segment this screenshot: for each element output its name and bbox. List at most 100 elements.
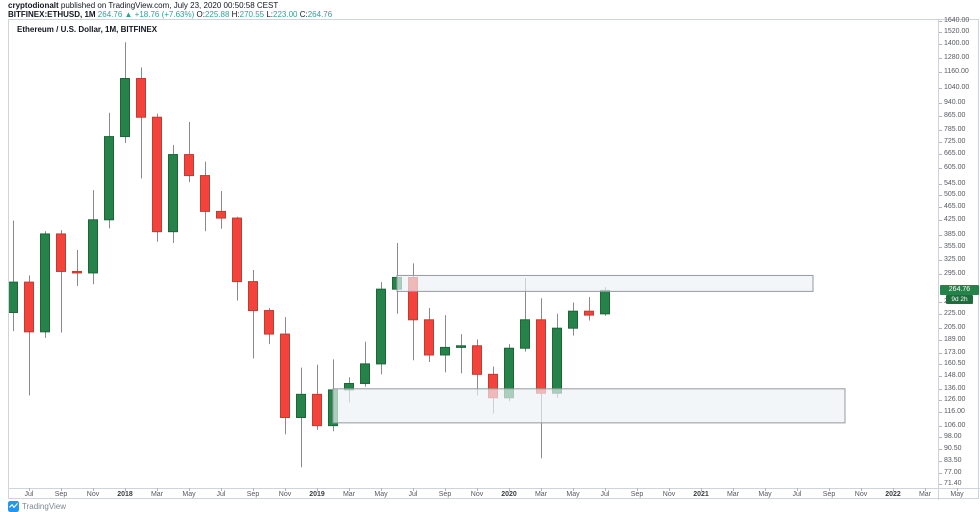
price-tick-mark xyxy=(939,235,942,236)
zone-rect-resistance-zone[interactable] xyxy=(396,274,814,292)
price-tick-mark xyxy=(939,207,942,208)
price-tick-label: 465.00 xyxy=(944,203,966,210)
time-axis[interactable]: Jul Sep Nov 2018 Mar May Jul Sep Nov 2019 Mar May Ju… xyxy=(9,488,964,500)
time-tick-label: Nov xyxy=(278,491,292,498)
time-tick-mark xyxy=(797,488,798,491)
candle-2018-05 xyxy=(184,121,194,183)
time-tick-label: Jul xyxy=(24,491,34,498)
time-tick-label: Sep xyxy=(54,491,68,498)
price-tick-label: 665.00 xyxy=(944,150,966,157)
time-tick-mark xyxy=(285,488,286,491)
price-tick-mark xyxy=(939,130,942,131)
price-tick-mark xyxy=(939,314,942,315)
candle-2020-06 xyxy=(584,297,594,321)
candle-2018-08 xyxy=(232,216,242,301)
price-tick-label: 83.50 xyxy=(944,457,962,464)
price-tick-label: 116.00 xyxy=(944,408,965,415)
price-tick-label: 425.00 xyxy=(944,216,966,223)
price-tick-mark xyxy=(939,142,942,143)
time-tick-label: 2019 xyxy=(309,491,325,498)
time-tick-label: May xyxy=(950,491,964,498)
time-tick-label: Jul xyxy=(792,491,802,498)
time-tick-mark xyxy=(733,488,734,491)
time-tick-label: Nov xyxy=(470,491,484,498)
time-tick-mark xyxy=(541,488,542,491)
time-tick-label: Sep xyxy=(822,491,836,498)
price-tick-mark xyxy=(939,437,942,438)
time-tick-mark xyxy=(29,488,30,491)
price-tick-mark xyxy=(939,484,942,485)
publish-info: cryptodionalt published on TradingView.c… xyxy=(8,1,332,19)
price-tick-label: 385.00 xyxy=(944,231,966,238)
price-tick-mark xyxy=(939,168,942,169)
price-tick-mark xyxy=(939,58,942,59)
price-tick-mark xyxy=(939,260,942,261)
candle-2018-11 xyxy=(280,317,290,435)
candle-2017-06 xyxy=(9,220,18,332)
candle-2018-12 xyxy=(296,367,306,468)
price-tick-label: 77.00 xyxy=(944,469,962,476)
time-tick-label: May xyxy=(374,491,388,498)
plot-area[interactable] xyxy=(9,20,938,488)
time-tick-mark xyxy=(381,488,382,491)
price-tick-label: 225.00 xyxy=(944,310,966,317)
price-tick-mark xyxy=(939,21,942,22)
last-price-badge: 264.76 xyxy=(940,285,979,295)
time-tick-mark xyxy=(349,488,350,491)
price-tick-mark xyxy=(939,364,942,365)
price-tick-mark xyxy=(939,195,942,196)
time-tick-mark xyxy=(413,488,414,491)
price-axis[interactable]: 264.76 9d 2h 1640.00 1520.00 1400.00 1280.0… xyxy=(939,17,980,488)
price-tick-mark xyxy=(939,473,942,474)
price-tick-label: 126.00 xyxy=(944,396,966,403)
price-tick-label: 148.00 xyxy=(944,372,966,379)
price-tick-mark xyxy=(939,389,942,390)
candle-2020-03 xyxy=(536,298,546,459)
price-tick-label: 865.00 xyxy=(944,112,966,119)
price-tick-label: 189.00 xyxy=(944,336,966,343)
candle-2017-12 xyxy=(104,112,114,229)
price-tick-mark xyxy=(939,426,942,427)
time-tick-label: Sep xyxy=(438,491,452,498)
chart-legend-title[interactable]: Ethereum / U.S. Dollar, 1M, BITFINEX xyxy=(17,25,158,34)
time-tick-label: Mar xyxy=(918,491,932,498)
time-tick-label: Mar xyxy=(726,491,740,498)
time-tick-mark xyxy=(509,488,510,491)
candle-2017-08 xyxy=(40,231,50,338)
price-tick-label: 295.00 xyxy=(944,270,966,277)
price-tick-mark xyxy=(939,400,942,401)
candles-layer xyxy=(9,42,846,468)
time-tick-mark xyxy=(669,488,670,491)
time-axis-divider xyxy=(9,488,980,489)
time-tick-mark xyxy=(125,488,126,491)
time-tick-label: Sep xyxy=(630,491,644,498)
price-tick-mark xyxy=(939,154,942,155)
low-label: L: xyxy=(266,10,274,19)
time-tick-label: Nov xyxy=(662,491,676,498)
time-tick-mark xyxy=(893,488,894,491)
time-tick-label: Jul xyxy=(600,491,610,498)
time-tick-mark xyxy=(829,488,830,491)
time-tick-label: Nov xyxy=(854,491,868,498)
candle-2017-10 xyxy=(72,250,82,286)
candle-2019-04 xyxy=(360,341,370,387)
time-tick-label: May xyxy=(566,491,580,498)
price-tick-mark xyxy=(939,72,942,73)
tradingview-watermark-label: TradingView xyxy=(22,502,67,511)
zone-rect-support-zone[interactable] xyxy=(332,388,846,424)
time-tick-mark xyxy=(189,488,190,491)
symbol-name: BITFINEX:ETHUSD, 1M xyxy=(8,10,96,19)
price-tick-label: 940.00 xyxy=(944,99,966,106)
close-value: 264.76 xyxy=(307,10,333,19)
price-tick-label: 106.00 xyxy=(944,422,966,429)
price-tick-label: 205.00 xyxy=(944,324,966,331)
tradingview-watermark[interactable]: TradingView xyxy=(8,501,66,512)
candle-2019-09 xyxy=(440,315,450,373)
time-tick-mark xyxy=(445,488,446,491)
price-tick-mark xyxy=(939,328,942,329)
price-tick-mark xyxy=(939,461,942,462)
time-tick-label: 2018 xyxy=(117,491,133,498)
time-tick-mark xyxy=(477,488,478,491)
candle-2018-02 xyxy=(136,67,146,179)
